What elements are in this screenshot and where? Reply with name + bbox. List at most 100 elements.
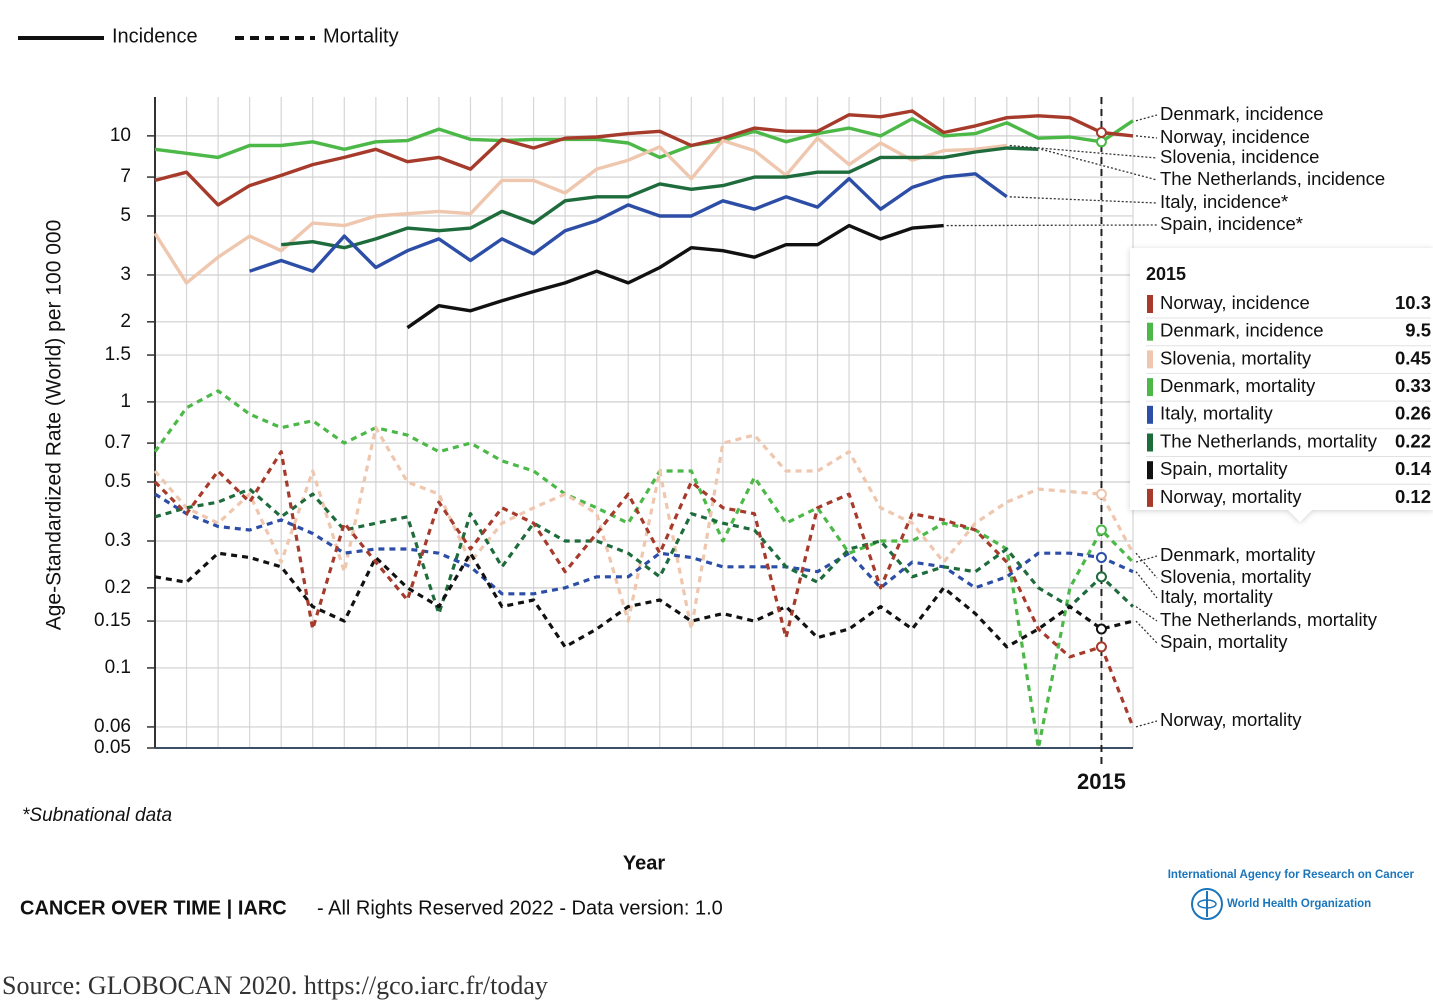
y-axis-title: Age-Standardized Rate (World) per 100 00… <box>43 220 66 631</box>
y-tick-label: 3 <box>120 264 131 285</box>
tooltip-name: The Netherlands, mortality <box>1160 430 1378 451</box>
tooltip-value: 0.12 <box>1395 486 1431 507</box>
label-leader <box>1135 135 1158 139</box>
highlight-point <box>1095 524 1107 536</box>
series-line <box>154 117 1134 160</box>
series-line <box>281 146 1039 250</box>
series-line <box>154 551 1134 649</box>
series-end-label: Denmark, mortality <box>1160 544 1316 565</box>
label-leader <box>1135 606 1158 622</box>
series-end-label: The Netherlands, mortality <box>1160 609 1378 630</box>
series-line <box>153 450 1135 728</box>
tooltip-box <box>1130 248 1433 522</box>
series-end-label: Spain, incidence* <box>1160 213 1303 234</box>
tooltip-swatch <box>1147 433 1153 452</box>
label-leader <box>1041 148 1158 181</box>
y-tick-label: 7 <box>120 166 131 187</box>
highlight-point <box>1095 623 1107 635</box>
lines <box>153 109 1135 750</box>
footer-text: - All Rights Reserved 2022 - Data versio… <box>317 897 723 919</box>
y-tick-label: 0.1 <box>105 657 131 678</box>
series-end-label: Norway, incidence <box>1160 126 1310 147</box>
tooltip-name: Slovenia, mortality <box>1160 347 1312 368</box>
series-end-label: Slovenia, incidence <box>1160 146 1319 167</box>
label-leader <box>946 224 1158 227</box>
highlight-point <box>1095 571 1107 583</box>
tooltip-value: 0.26 <box>1395 403 1431 424</box>
y-tick-label: 1.5 <box>105 344 131 365</box>
series-end-label: Italy, mortality <box>1160 586 1273 607</box>
label-leader <box>1009 196 1158 204</box>
tooltip-value: 10.3 <box>1395 292 1431 313</box>
tooltip-name: Denmark, mortality <box>1160 375 1316 396</box>
tooltip-name: Denmark, incidence <box>1160 320 1324 341</box>
series-line <box>154 492 1134 596</box>
grid: 0.050.06 0.1 0.15 0.2 0.3 0.5 0.7 1 1.5 2 3 5 7 10 201… <box>94 97 1134 794</box>
tooltip-value: 0.14 <box>1395 458 1432 479</box>
x-axis-title: Year <box>623 852 665 874</box>
tooltip-name: Norway, incidence <box>1160 292 1310 313</box>
tooltip-swatch <box>1147 461 1153 480</box>
series-end-label: Italy, incidence* <box>1160 191 1288 212</box>
note: *Subnational data <box>22 805 172 826</box>
tooltip-swatch <box>1147 295 1153 313</box>
emblem-ring <box>1191 888 1223 920</box>
series-line <box>153 389 1135 750</box>
series-line <box>249 172 1008 273</box>
y-tick-label: 0.06 <box>94 716 131 737</box>
highlight-point <box>1095 126 1107 138</box>
tooltip-swatch <box>1147 378 1153 397</box>
legend-label: Mortality <box>323 25 399 47</box>
tooltip-value: 9.5 <box>1405 320 1431 341</box>
x-tick-label: 2015 <box>1077 769 1126 794</box>
y-tick-label: 1 <box>120 391 131 412</box>
tooltip-value: 0.45 <box>1395 347 1431 368</box>
y-tick-label: 0.7 <box>105 432 131 453</box>
series-line <box>406 223 944 330</box>
highlight-point <box>1095 552 1107 564</box>
tooltip-swatch <box>1147 488 1153 507</box>
highlight-point <box>1095 488 1107 500</box>
tooltip-name: Italy, mortality <box>1160 403 1273 424</box>
series-end-label: Slovenia, mortality <box>1160 566 1312 587</box>
series-end-label: Denmark, incidence <box>1160 103 1324 124</box>
tooltip-swatch <box>1147 350 1153 369</box>
who-emblem <box>1191 888 1223 920</box>
logo-org: World Health Organization <box>1227 898 1371 910</box>
series-line <box>153 426 1135 631</box>
series-line <box>153 136 1008 285</box>
highlight-point <box>1095 641 1107 653</box>
tooltip-title: 2015 <box>1146 264 1186 284</box>
y-tick-label: 0.5 <box>105 471 131 492</box>
footer-brand: CANCER OVER TIME | IARC <box>20 897 287 919</box>
y-tick-label: 0.3 <box>105 530 131 551</box>
tooltip-value: 0.22 <box>1395 430 1431 451</box>
series-line <box>154 487 1135 616</box>
legend-label: Incidence <box>112 25 198 47</box>
y-tick-label: 10 <box>110 125 131 146</box>
tooltip: 2015 Norway, incidence 10.3 Denmark, incide… <box>1130 248 1433 522</box>
series-end-label: Norway, mortality <box>1160 709 1302 730</box>
series-end-label: The Netherlands, incidence <box>1160 168 1385 189</box>
tooltip-name: Spain, mortality <box>1160 458 1288 479</box>
label-leader <box>1135 720 1158 728</box>
series-line <box>154 109 1134 207</box>
label-leader <box>1135 620 1158 644</box>
tooltip-swatch <box>1147 322 1153 341</box>
logo-agency: International Agency for Research on Can… <box>1168 869 1415 881</box>
series-end-label: Spain, mortality <box>1160 631 1288 652</box>
tooltip-swatch <box>1147 405 1153 424</box>
y-tick-label: 5 <box>120 205 131 226</box>
tooltip-value: 0.33 <box>1395 375 1431 396</box>
highlight-point <box>1095 136 1107 148</box>
tooltip-name: Norway, mortality <box>1160 486 1302 507</box>
label-leader <box>1009 144 1158 159</box>
label-leader <box>1135 571 1158 599</box>
label-leader <box>1135 552 1158 579</box>
source: Source: GLOBOCAN 2020. https://gco.iarc.… <box>2 971 548 1000</box>
y-tick-label: 0.15 <box>94 610 131 631</box>
y-tick-label: 2 <box>120 311 131 332</box>
